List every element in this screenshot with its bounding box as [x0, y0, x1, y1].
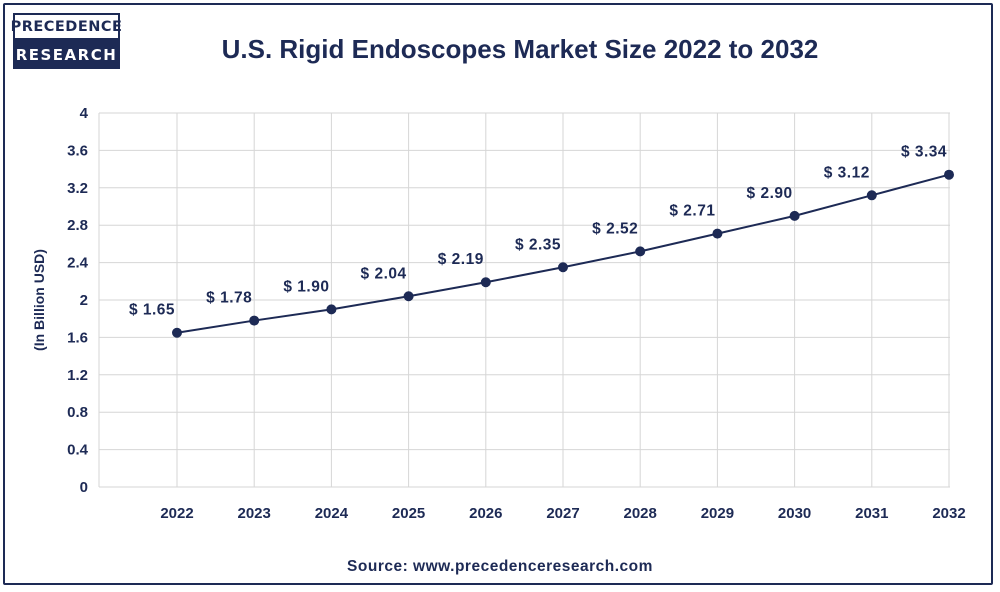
brand-logo-bottom: RESEARCH [13, 40, 120, 69]
brand-logo-top: PRECEDENCE [11, 13, 122, 40]
y-tick-label: 2 [80, 292, 88, 309]
data-label: $ 1.65 [129, 302, 175, 319]
data-label: $ 2.90 [747, 185, 793, 202]
data-label: $ 2.04 [361, 265, 407, 282]
x-tick-label: 2022 [160, 505, 193, 522]
y-tick-label: 0 [80, 479, 88, 496]
x-tick-label: 2023 [238, 505, 271, 522]
chart-frame [3, 3, 993, 585]
x-tick-label: 2025 [392, 505, 425, 522]
x-tick-label: 2032 [932, 505, 965, 522]
data-labels: $ 1.65 $ 1.78 $ 1.90 $ 2.04 $ 2.19 $ 2.35 $ 2.… [129, 144, 947, 319]
y-tick-label: 3.2 [67, 180, 88, 197]
x-tick-label: 2028 [624, 505, 657, 522]
data-point [866, 190, 877, 201]
y-tick-label: 2.8 [67, 217, 88, 234]
chart-title: U.S. Rigid Endoscopes Market Size 2022 t… [221, 34, 819, 64]
source-note: Source: www.precedenceresearch.com [347, 558, 653, 575]
y-tick-label: 0.4 [67, 442, 89, 459]
data-point [558, 262, 568, 273]
data-label: $ 2.35 [515, 236, 561, 253]
data-label: $ 3.34 [901, 144, 947, 161]
x-tick-label: 2030 [778, 505, 811, 522]
x-tick-label: 2031 [855, 505, 888, 522]
y-axis-ticks: 0 0.4 0.8 1.2 1.6 2 2.4 2.8 3.2 3.6 4 [67, 105, 89, 496]
x-tick-label: 2026 [469, 505, 502, 522]
x-axis-ticks: 2022 2023 2024 2025 2026 2027 2028 2029 2030 2031… [160, 505, 965, 522]
y-tick-label: 1.2 [67, 367, 88, 384]
brand-logo: PRECEDENCE RESEARCH [11, 13, 122, 71]
data-point [712, 228, 723, 239]
data-point [403, 291, 414, 302]
y-tick-label: 1.6 [67, 329, 88, 346]
x-tick-label: 2029 [701, 505, 734, 522]
data-point [944, 169, 954, 180]
data-points [172, 169, 954, 338]
data-label: $ 2.71 [669, 203, 715, 220]
data-label: $ 2.19 [438, 251, 484, 268]
y-tick-label: 2.4 [67, 255, 89, 272]
y-tick-label: 4 [80, 105, 89, 122]
data-point [789, 210, 800, 221]
y-tick-label: 3.6 [67, 142, 88, 159]
data-point [172, 327, 182, 338]
data-point [249, 315, 260, 326]
data-point [480, 277, 491, 288]
data-label: $ 1.90 [283, 278, 329, 295]
data-point [635, 246, 646, 257]
x-tick-label: 2024 [315, 505, 349, 522]
y-axis-label: (In Billion USD) [31, 249, 47, 351]
x-tick-label: 2027 [546, 505, 579, 522]
y-tick-label: 0.8 [67, 404, 88, 421]
data-label: $ 1.78 [206, 290, 252, 307]
data-label: $ 3.12 [824, 164, 870, 181]
data-point [326, 304, 337, 315]
data-label: $ 2.52 [592, 220, 638, 237]
